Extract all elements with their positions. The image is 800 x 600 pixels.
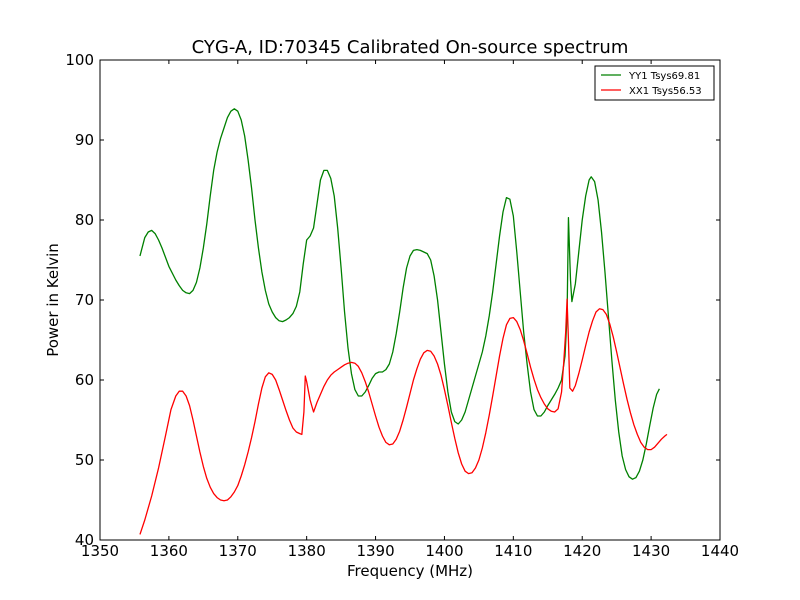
y-axis: 40 50 60 70 80 90 100 — [65, 51, 720, 549]
x-tick-label: 1430 — [632, 542, 670, 560]
x-tick-label: 1380 — [288, 542, 326, 560]
x-tick-label: 1440 — [701, 542, 739, 560]
y-tick-label: 70 — [75, 291, 94, 309]
plot-lines — [139, 108, 668, 535]
x-tick-label: 1420 — [563, 542, 601, 560]
y-tick-label: 60 — [75, 371, 94, 389]
legend-box — [594, 65, 715, 101]
legend-label-xx1: XX1 Tsys56.53 — [629, 86, 702, 97]
x-tick-label: 1360 — [150, 542, 188, 560]
legend-label-yy1: YY1 Tsys69.81 — [628, 71, 700, 82]
y-tick-label: 40 — [75, 531, 94, 549]
x-axis-label: Frequency (MHz) — [347, 562, 473, 580]
x-tick-label: 1370 — [219, 542, 257, 560]
x-axis: 1350 1360 1370 1380 1390 1400 1410 1420 1430 1440 — [81, 60, 739, 560]
chart-title: CYG-A, ID:70345 Calibrated On-source spe… — [192, 37, 629, 58]
series-line-yy1 — [139, 108, 660, 480]
x-tick-label: 1350 — [81, 542, 119, 560]
y-tick-label: 90 — [75, 131, 94, 149]
y-tick-label: 50 — [75, 451, 94, 469]
y-tick-label: 100 — [65, 51, 94, 69]
x-tick-label: 1390 — [356, 542, 394, 560]
x-tick-label: 1410 — [494, 542, 532, 560]
series-line-xx1 — [139, 298, 668, 535]
y-axis-label: Power in Kelvin — [44, 243, 62, 357]
legend: YY1 Tsys69.81 XX1 Tsys56.53 — [594, 65, 715, 101]
y-tick-label: 80 — [75, 211, 94, 229]
x-tick-label: 1400 — [425, 542, 463, 560]
